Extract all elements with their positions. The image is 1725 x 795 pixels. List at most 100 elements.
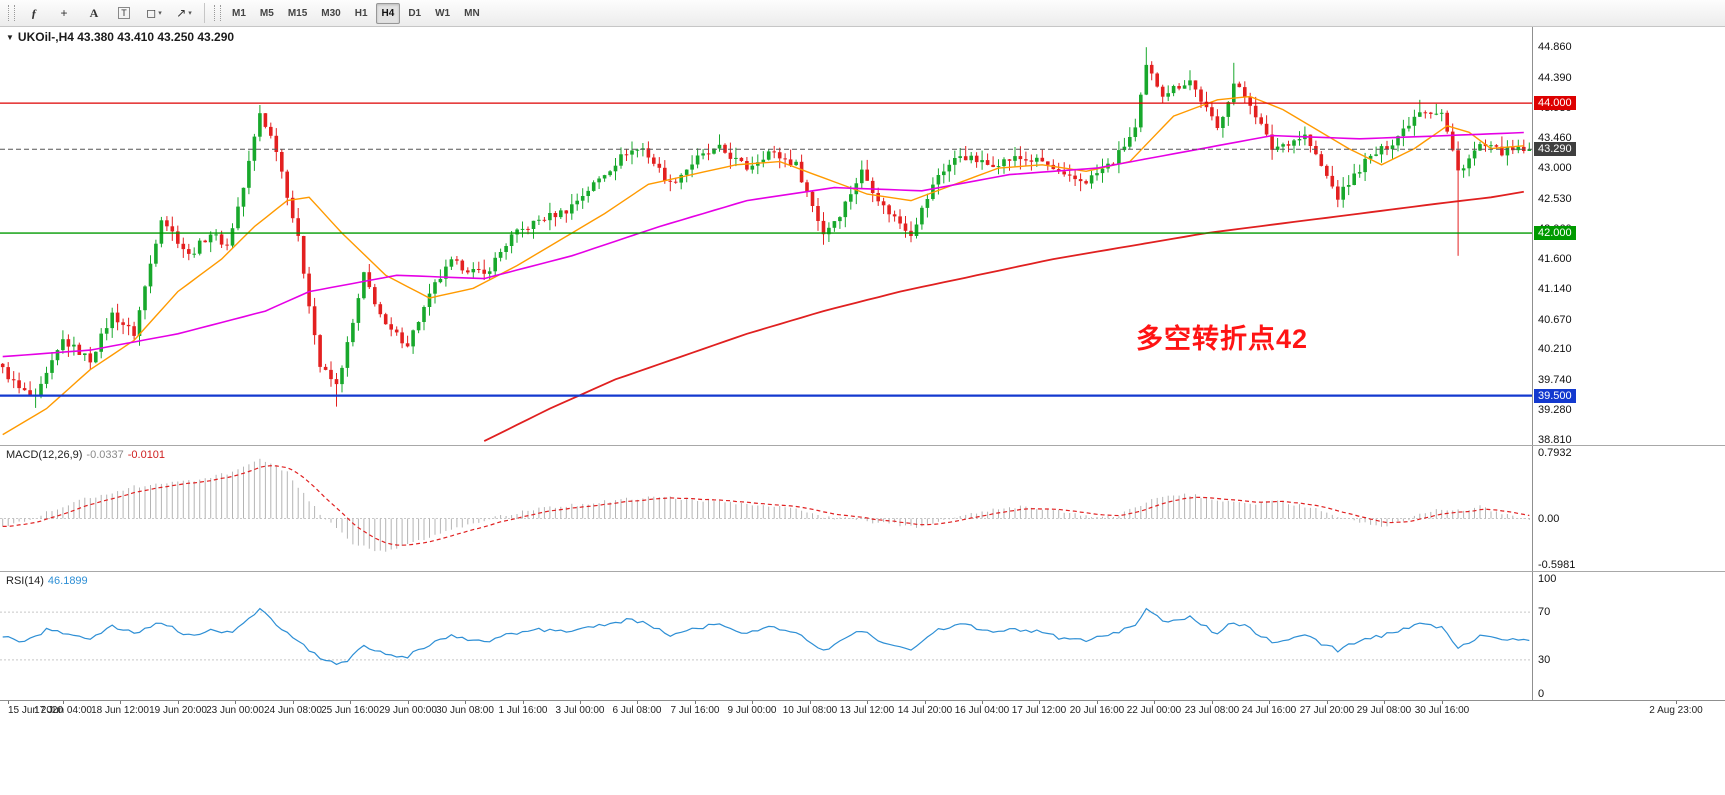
price-tick: 38.810: [1538, 434, 1572, 447]
time-tick-mark: [1212, 701, 1213, 704]
price-tick: 44.860: [1538, 41, 1572, 54]
price-tick: 43.000: [1538, 162, 1572, 175]
time-tick-label: 24 Jul 16:00: [1241, 705, 1297, 716]
time-tick-label: 29 Jul 08:00: [1356, 705, 1412, 716]
chart-collapse-arrow-icon[interactable]: ▼: [6, 33, 14, 42]
price-badge: 39.500: [1534, 389, 1576, 403]
time-tick-mark: [1269, 701, 1270, 704]
macd-tick: 0.7932: [1538, 447, 1572, 459]
arrows-button[interactable]: ↗ ▾: [170, 2, 198, 25]
macd-axis[interactable]: 0.7932 0.00 -0.5981: [1533, 446, 1725, 571]
time-tick-label: 30 Jul 16:00: [1414, 705, 1470, 716]
time-tick-mark: [523, 701, 524, 704]
time-tick-label: 17 Jun 04:00: [34, 705, 92, 716]
shapes-button[interactable]: ◻ ▾: [140, 2, 168, 25]
toolbar-drag-handle[interactable]: [8, 5, 15, 21]
price-tick: 44.390: [1538, 71, 1572, 84]
timeframe-h1-button[interactable]: H1: [354, 7, 368, 19]
rsi-value: 46.1899: [47, 575, 88, 587]
price-tick: 42.530: [1538, 192, 1572, 205]
macd-main-value: -0.0337: [86, 449, 124, 461]
time-tick-mark: [465, 701, 466, 704]
rsi-panel: RSI(14) 46.1899 100 70 30 0: [0, 571, 1725, 700]
time-tick-mark: [695, 701, 696, 704]
price-axis[interactable]: 44.86044.39043.93043.46043.00042.53042.0…: [1533, 27, 1725, 447]
timeframe-m30-button[interactable]: M30: [321, 7, 341, 19]
text-icon: A: [89, 6, 99, 20]
time-tick-label: 1 Jul 16:00: [498, 705, 548, 716]
time-tick-label: 23 Jul 08:00: [1184, 705, 1240, 716]
rsi-chart-canvas[interactable]: [0, 572, 1532, 700]
time-tick-label: 23 Jun 00:00: [206, 705, 264, 716]
timeframe-h4-button[interactable]: H4: [375, 2, 401, 24]
rsi-axis[interactable]: 100 70 30 0: [1533, 572, 1725, 700]
rsi-tick: 0: [1538, 688, 1545, 700]
text-label-button[interactable]: T: [110, 2, 138, 25]
time-tick-mark: [235, 701, 236, 704]
time-tick-label: 9 Jul 00:00: [727, 705, 777, 716]
time-tick-mark: [1039, 701, 1040, 704]
rsi-tick: 70: [1538, 606, 1551, 619]
candlestick-chart-canvas[interactable]: [0, 27, 1532, 445]
time-axis[interactable]: 15 Jun 2020 17 Jun 04:00 18 Jun 12:00 19 Ju…: [0, 700, 1725, 721]
time-tick-mark: [810, 701, 811, 704]
price-tick: 41.140: [1538, 282, 1572, 295]
timeframe-mn-button[interactable]: MN: [464, 7, 480, 19]
macd-tick: -0.5981: [1538, 559, 1576, 571]
time-tick-label: 10 Jul 08:00: [782, 705, 838, 716]
macd-chart-canvas[interactable]: [0, 446, 1532, 571]
main-chart-panel: ▼ UKOil-,H4 43.380 43.410 43.250 43.290 多…: [0, 27, 1725, 447]
time-tick-label: 15 Jun 2020: [8, 705, 64, 716]
time-tick-mark: [1097, 701, 1098, 704]
macd-name: MACD(12,26,9): [6, 449, 83, 461]
time-tick-mark: [637, 701, 638, 704]
macd-panel: MACD(12,26,9) -0.0337 -0.0101 0.7932 0.00 -0…: [0, 445, 1725, 571]
time-tick-mark: [1384, 701, 1385, 704]
indicators-button[interactable]: ƒ: [20, 2, 48, 25]
crosshair-button[interactable]: +: [50, 2, 78, 25]
rsi-name: RSI(14): [6, 575, 44, 587]
chart-title-text: UKOil-,H4 43.380 43.410 43.250 43.290: [17, 30, 235, 44]
rsi-plot[interactable]: RSI(14) 46.1899: [0, 572, 1533, 700]
time-tick-mark: [350, 701, 351, 704]
time-tick-label: 17 Jul 12:00: [1011, 705, 1067, 716]
time-tick-label: 24 Jun 08:00: [264, 705, 322, 716]
price-tick: 41.600: [1538, 253, 1572, 266]
crosshair-icon: +: [60, 6, 68, 20]
toolbar-drag-handle[interactable]: [214, 5, 221, 21]
text-button[interactable]: A: [80, 2, 108, 25]
price-badge: 44.000: [1534, 96, 1576, 110]
chart-annotation: 多空转折点42: [1136, 324, 1309, 354]
timeframe-m15-button[interactable]: M15: [287, 7, 308, 19]
time-tick-label: 20 Jul 16:00: [1069, 705, 1125, 716]
timeframe-m5-button[interactable]: M5: [259, 7, 274, 19]
time-tick-mark: [408, 701, 409, 704]
bottom-whitespace: [0, 721, 1725, 795]
time-tick-mark: [1327, 701, 1328, 704]
time-tick-label: 29 Jun 00:00: [379, 705, 437, 716]
time-tick-mark: [752, 701, 753, 704]
time-tick-label: 25 Jun 16:00: [321, 705, 379, 716]
caret-down-icon: ▾: [188, 10, 192, 17]
rsi-tick: 100: [1538, 573, 1557, 585]
price-tick: 40.210: [1538, 343, 1572, 356]
macd-plot[interactable]: MACD(12,26,9) -0.0337 -0.0101: [0, 446, 1533, 571]
time-tick-label: 7 Jul 16:00: [670, 705, 720, 716]
rsi-label: RSI(14) 46.1899: [6, 575, 88, 587]
time-tick-label: 16 Jul 04:00: [954, 705, 1010, 716]
time-tick-label: 27 Jul 20:00: [1299, 705, 1355, 716]
indicators-icon: ƒ: [31, 6, 37, 20]
time-tick-mark: [867, 701, 868, 704]
toolbar-separator: [204, 3, 205, 23]
price-tick: 39.280: [1538, 403, 1572, 416]
timeframe-d1-button[interactable]: D1: [408, 7, 422, 19]
macd-tick: 0.00: [1538, 512, 1560, 525]
price-badge: 43.290: [1534, 142, 1576, 156]
main-plot[interactable]: ▼ UKOil-,H4 43.380 43.410 43.250 43.290 多…: [0, 27, 1533, 445]
macd-signal-value: -0.0101: [127, 449, 166, 461]
timeframe-w1-button[interactable]: W1: [435, 7, 451, 19]
time-tick-label: 6 Jul 08:00: [612, 705, 662, 716]
time-tick-label: 14 Jul 20:00: [897, 705, 953, 716]
time-tick-mark: [1442, 701, 1443, 704]
timeframe-m1-button[interactable]: M1: [232, 7, 246, 19]
